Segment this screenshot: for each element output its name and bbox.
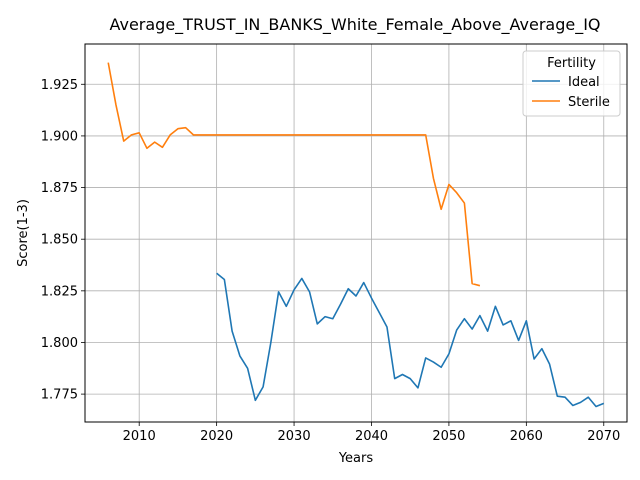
y-axis-label: Score(1-3) (16, 199, 31, 267)
grid (85, 44, 627, 422)
series-lines (107, 62, 605, 408)
x-tick-label: 2020 (200, 429, 233, 444)
y-tick-label: 1.900 (41, 129, 78, 144)
x-tick-label: 2030 (278, 429, 311, 444)
x-tick-label: 2040 (355, 429, 388, 444)
y-tick-label: 1.825 (41, 284, 78, 299)
series-line-sterile (107, 62, 481, 287)
y-tick-label: 1.875 (41, 181, 78, 196)
y-tick-label: 1.775 (41, 388, 78, 403)
legend-label-ideal: Ideal (568, 75, 600, 90)
plot-frame (84, 43, 628, 423)
y-tick-label: 1.850 (41, 233, 78, 248)
legend-title: Fertility (547, 56, 596, 71)
x-tick-label: 2010 (123, 429, 156, 444)
chart-title: Average_TRUST_IN_BANKS_White_Female_Abov… (109, 15, 600, 35)
axis-ticks: 2010 2020 2030 2040 2050 2060 2070 1.775 1.800 1.… (41, 78, 621, 444)
series-line-ideal (216, 272, 605, 408)
legend-label-sterile: Sterile (568, 95, 610, 110)
y-tick-label: 1.925 (41, 78, 78, 93)
x-tick-label: 2070 (587, 429, 620, 444)
x-tick-label: 2060 (510, 429, 543, 444)
x-tick-label: 2050 (432, 429, 465, 444)
y-tick-label: 1.800 (41, 336, 78, 351)
x-axis-label: Years (338, 451, 374, 466)
legend-box (522, 50, 621, 117)
legend: Fertility Ideal Sterile (522, 50, 621, 117)
